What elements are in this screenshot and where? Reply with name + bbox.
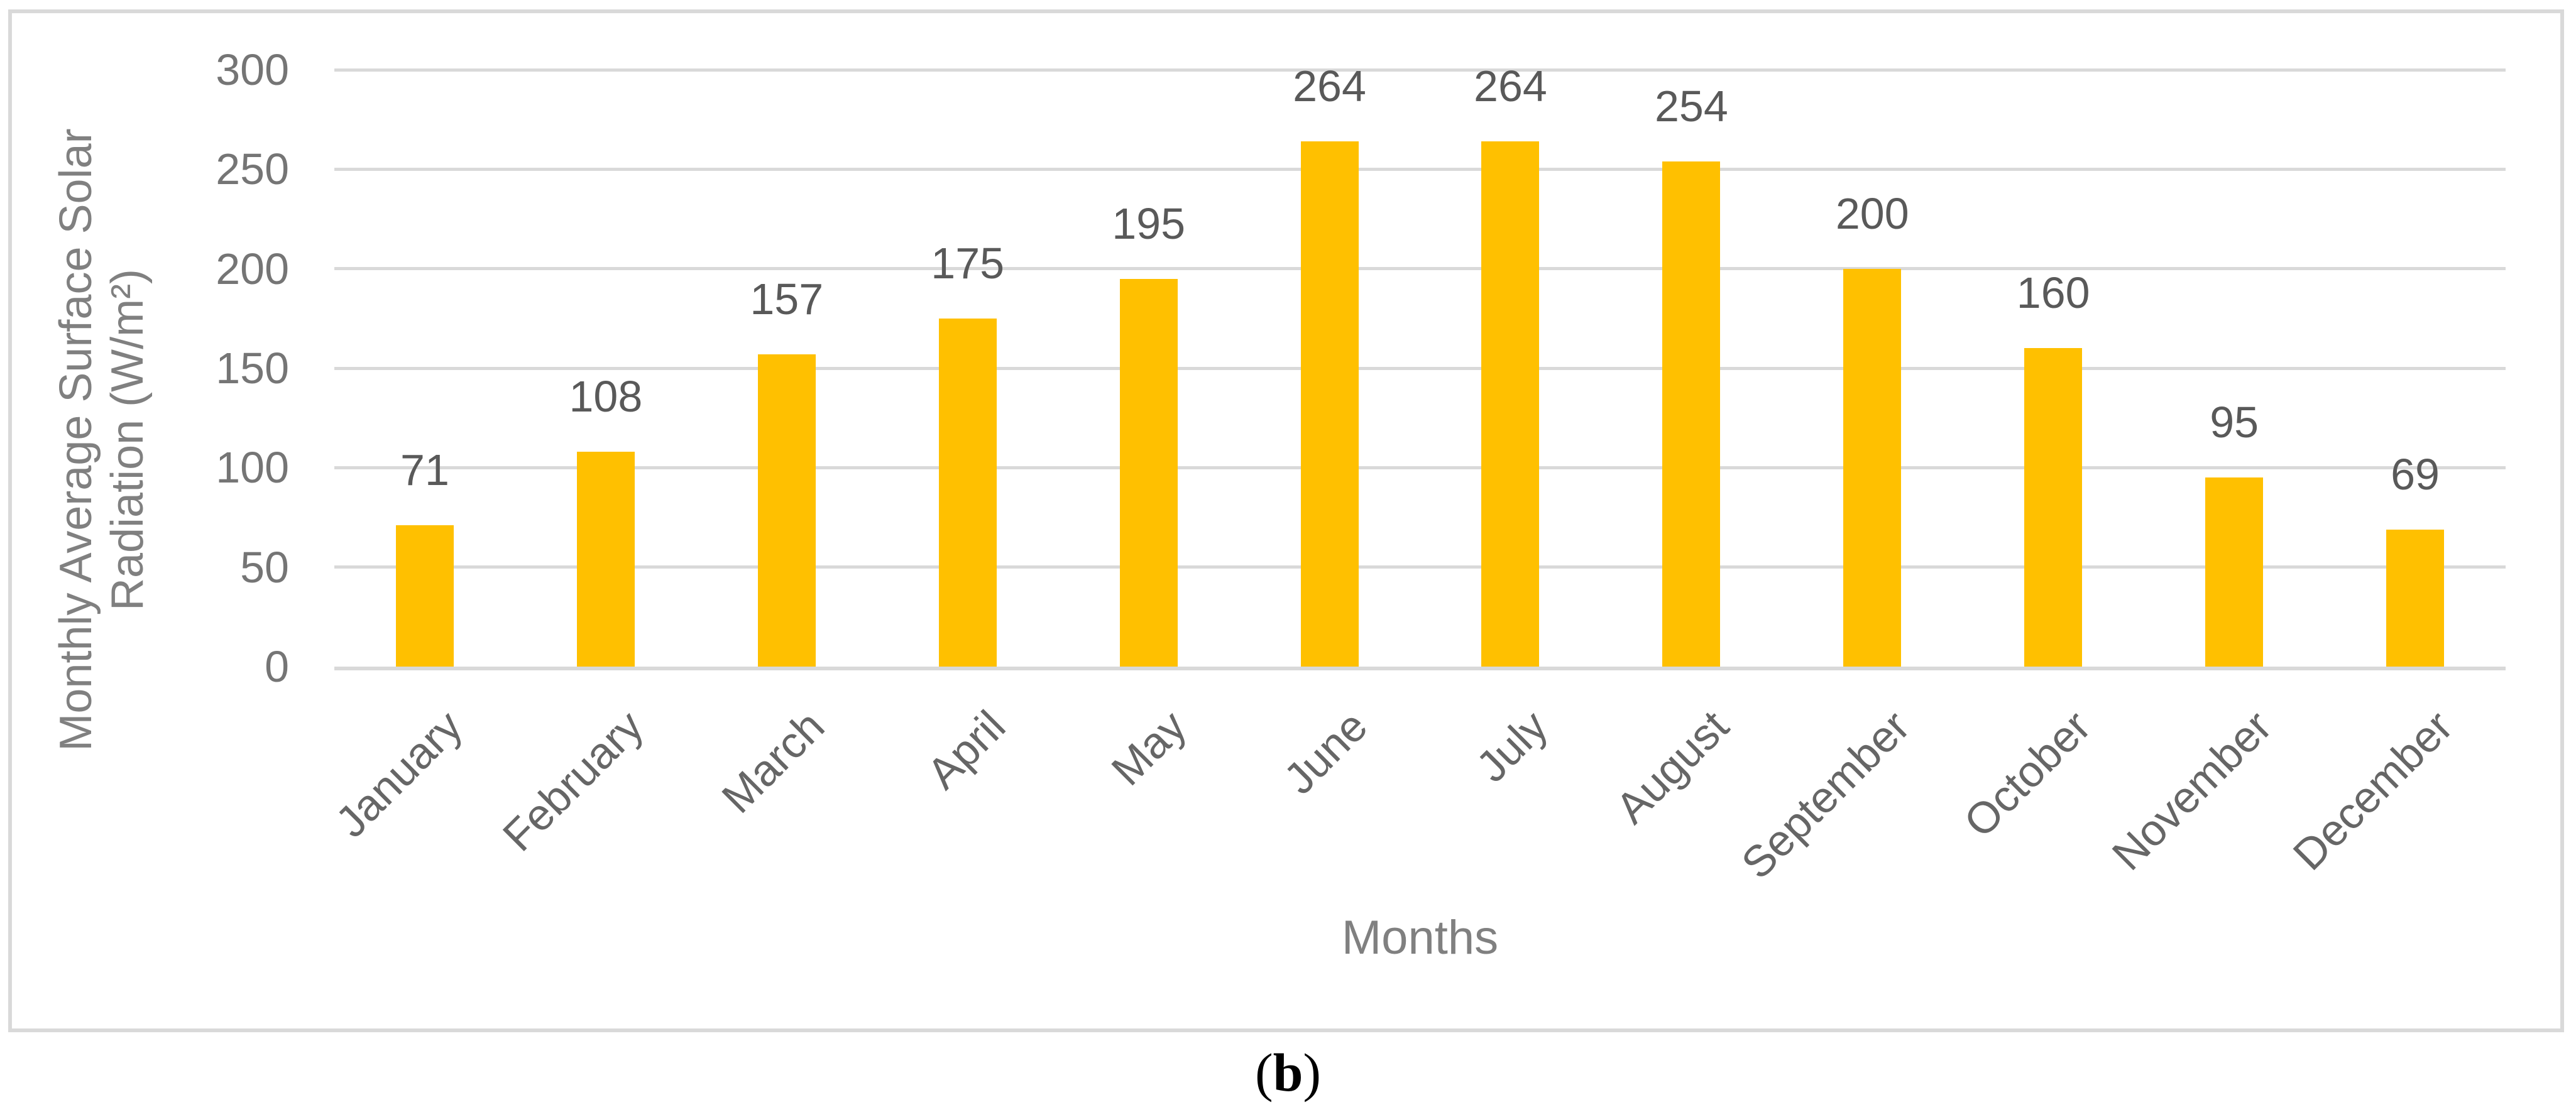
bar-february xyxy=(576,452,635,667)
x-axis-line xyxy=(334,667,2506,670)
data-label-september: 200 xyxy=(1835,188,1909,238)
data-label-november: 95 xyxy=(2210,398,2259,447)
bar-june xyxy=(1300,141,1359,667)
bar-september xyxy=(1843,268,1902,667)
gridline-50 xyxy=(334,565,2506,569)
caption-letter: b xyxy=(1273,1042,1303,1103)
figure-caption: (b) xyxy=(0,1038,2576,1107)
y-tick-300: 300 xyxy=(216,45,289,94)
bar-july xyxy=(1481,141,1540,667)
gridline-250 xyxy=(334,167,2506,171)
bar-may xyxy=(1119,278,1178,667)
data-label-april: 175 xyxy=(931,238,1005,288)
caption-paren-close: ) xyxy=(1303,1042,1322,1103)
y-tick-200: 200 xyxy=(216,244,289,293)
data-label-february: 108 xyxy=(569,372,643,421)
chart-frame xyxy=(8,9,2564,1032)
bar-november xyxy=(2205,477,2264,667)
bar-january xyxy=(395,525,454,667)
data-label-march: 157 xyxy=(750,274,824,324)
data-label-january: 71 xyxy=(400,445,449,495)
y-tick-150: 150 xyxy=(216,344,289,393)
x-axis-title: Months xyxy=(1341,911,1499,964)
data-label-august: 254 xyxy=(1654,81,1728,131)
caption-paren-open: ( xyxy=(1254,1042,1273,1103)
data-label-december: 69 xyxy=(2391,449,2440,499)
gridline-100 xyxy=(334,466,2506,469)
gridline-200 xyxy=(334,267,2506,271)
y-tick-100: 100 xyxy=(216,443,289,493)
plot-area: 71 108 157 175 195 264 264 254 200 160 95 69 xyxy=(334,62,2506,670)
gridline-150 xyxy=(334,366,2506,370)
gridline-300 xyxy=(334,68,2506,72)
y-tick-250: 250 xyxy=(216,145,289,194)
y-tick-50: 50 xyxy=(240,542,289,592)
bar-december xyxy=(2386,529,2445,667)
data-label-october: 160 xyxy=(2016,268,2090,318)
bar-april xyxy=(938,318,997,667)
bar-august xyxy=(1662,161,1721,667)
data-label-may: 195 xyxy=(1112,199,1186,248)
bar-october xyxy=(2024,348,2083,667)
y-axis-title-line1: Monthly Average Surface Solar xyxy=(51,128,101,751)
y-tick-0: 0 xyxy=(265,642,289,691)
bar-march xyxy=(757,354,816,667)
data-label-june: 264 xyxy=(1293,62,1366,111)
data-label-july: 264 xyxy=(1474,62,1547,111)
